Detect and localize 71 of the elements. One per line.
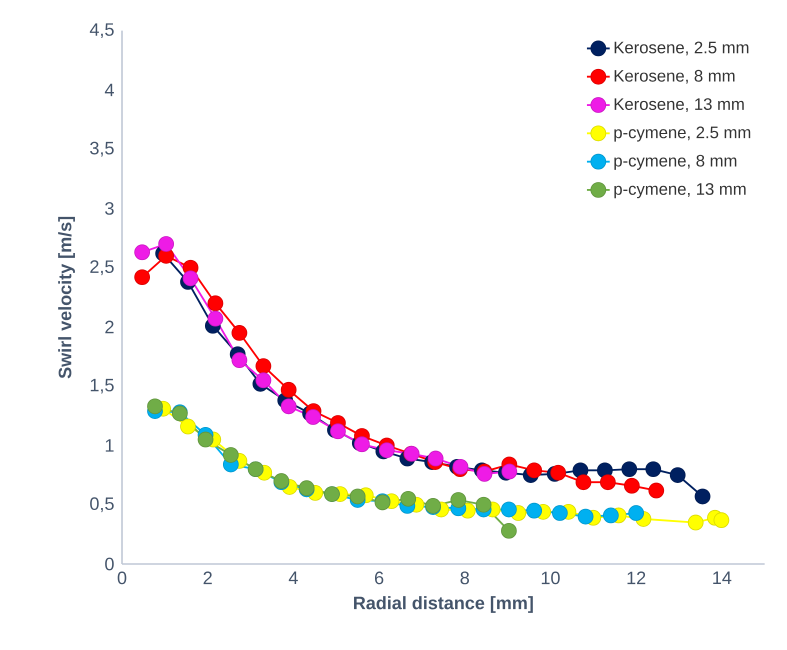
- legend-label: p-cymene, 8 mm: [614, 154, 736, 170]
- x-tick-label: 2: [204, 572, 212, 584]
- y-tick-label: 0,5: [90, 497, 114, 512]
- x-axis-title: Radial distance [mm]: [354, 596, 533, 613]
- point: [158, 236, 174, 252]
- point: [648, 482, 664, 498]
- x-tick-label: 14: [713, 572, 732, 584]
- legend-label: Kerosene, 13 mm: [614, 98, 744, 112]
- point: [600, 474, 616, 490]
- legend-label: p-cymene, 2.5 mm: [614, 126, 750, 142]
- point: [180, 418, 196, 434]
- point: [330, 423, 346, 440]
- point: [232, 352, 248, 368]
- point: [621, 461, 638, 478]
- point: [350, 488, 366, 504]
- point: [628, 505, 644, 521]
- point: [232, 325, 248, 341]
- point: [550, 464, 566, 481]
- point: [400, 490, 416, 507]
- point: [280, 398, 297, 414]
- y-tick-label: 2: [105, 320, 114, 334]
- point: [280, 382, 297, 398]
- point: [208, 310, 224, 327]
- point: [182, 270, 198, 286]
- point: [688, 514, 704, 530]
- point: [428, 450, 444, 466]
- point: [147, 398, 163, 414]
- point: [450, 492, 466, 508]
- y-axis-title: Swirl velocity [m/s]: [58, 216, 75, 378]
- point: [501, 464, 518, 480]
- point: [378, 442, 395, 458]
- point: [624, 478, 640, 494]
- y-tick-label: 4: [104, 84, 114, 96]
- x-tick-label: 0: [118, 572, 126, 584]
- point: [694, 488, 710, 504]
- x-tick-label: 8: [460, 572, 469, 584]
- point: [134, 269, 150, 286]
- point: [645, 461, 662, 478]
- point: [354, 436, 370, 452]
- point: [501, 522, 517, 539]
- y-tick-label: 1: [106, 439, 114, 452]
- point: [208, 295, 224, 312]
- point: [476, 496, 492, 513]
- point: [578, 508, 594, 524]
- y-tick-label: 2,5: [90, 260, 114, 276]
- point: [714, 512, 730, 528]
- point: [501, 502, 517, 518]
- x-tick-label: 10: [542, 572, 560, 584]
- point: [526, 502, 542, 519]
- point: [603, 508, 619, 524]
- x-tick-label: 12: [628, 572, 646, 584]
- y-tick-label: 0: [105, 558, 114, 570]
- point: [256, 358, 272, 374]
- y-tick-label: 4,5: [90, 23, 114, 38]
- point: [305, 409, 321, 425]
- legend-label: Kerosene, 2.5 mm: [614, 42, 748, 56]
- point: [576, 474, 592, 490]
- point: [134, 244, 150, 260]
- y-tick-label: 3: [105, 202, 114, 215]
- legend-label: Kerosene, 8 mm: [614, 70, 734, 84]
- x-tick-label: 4: [288, 572, 298, 584]
- y-tick-label: 3,5: [90, 142, 114, 157]
- point: [222, 447, 239, 463]
- point: [552, 505, 568, 521]
- legend-label: p-cymene, 13 mm: [614, 183, 746, 198]
- y-tick-label: 1,5: [90, 378, 114, 394]
- point: [526, 462, 542, 478]
- point: [256, 372, 272, 388]
- point: [670, 467, 686, 483]
- point: [198, 432, 214, 448]
- x-tick-label: 6: [374, 572, 384, 584]
